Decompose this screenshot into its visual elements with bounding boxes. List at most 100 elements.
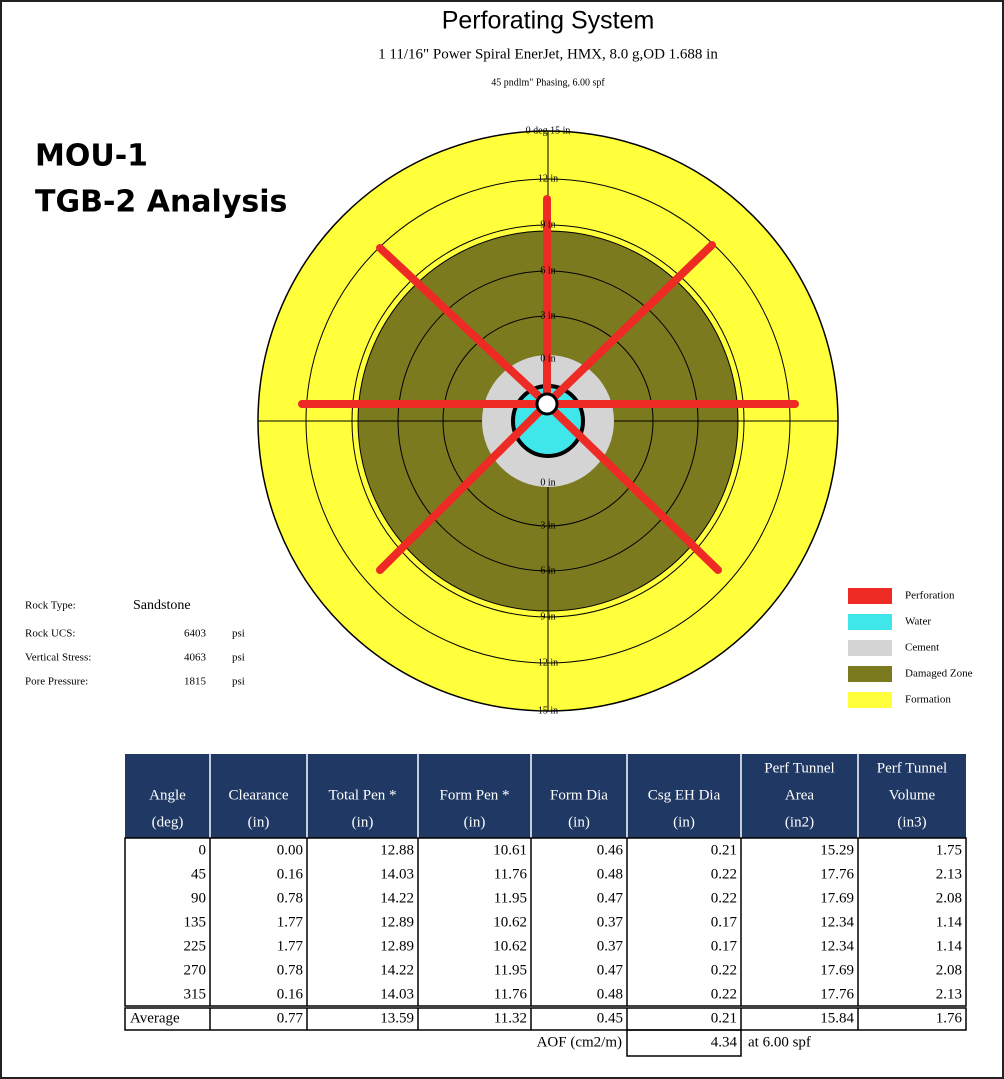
header-text: Form Dia xyxy=(550,787,608,803)
average-row xyxy=(124,1007,967,1031)
cell: 0.16 xyxy=(277,986,304,1002)
cell: 0.22 xyxy=(711,962,737,978)
rock-label: Vertical Stress: xyxy=(25,652,91,664)
header-text: Perf Tunnel xyxy=(877,760,947,776)
cell: 14.03 xyxy=(380,986,414,1002)
aof-label: AOF (cm2/m) xyxy=(537,1034,622,1050)
header-text: (in) xyxy=(352,814,374,830)
perforation xyxy=(376,400,551,574)
aof-value: 4.34 xyxy=(711,1034,738,1050)
cell: 0.37 xyxy=(597,914,624,930)
average-cell: 0.21 xyxy=(711,1010,737,1026)
average-cell: 11.32 xyxy=(494,1010,527,1026)
cell: 0.00 xyxy=(277,842,303,858)
header-text: Volume xyxy=(889,787,936,803)
legend-label: Damaged Zone xyxy=(905,668,973,680)
rock-value: 6403 xyxy=(184,628,207,640)
cell: 315 xyxy=(184,986,207,1002)
legend-swatch xyxy=(848,588,892,604)
rock-label: Rock Type: xyxy=(25,600,76,612)
perforation xyxy=(543,241,716,408)
cell: 17.76 xyxy=(820,866,854,882)
cell: 0.78 xyxy=(277,890,303,906)
cell: 12.89 xyxy=(380,914,414,930)
table-body xyxy=(124,837,967,1007)
cell: 45 xyxy=(191,866,206,882)
cell: 0.17 xyxy=(711,938,738,954)
header-text: Form Pen * xyxy=(439,787,509,803)
cell: 0.46 xyxy=(597,842,624,858)
ring-label: 12 in xyxy=(538,173,558,184)
average-cell: 0.77 xyxy=(277,1010,304,1026)
cell: 2.13 xyxy=(936,866,962,882)
header-text: Total Pen * xyxy=(328,787,396,803)
ring-label: 0 deg 15 in xyxy=(526,125,571,136)
cell: 12.89 xyxy=(380,938,414,954)
aof-box xyxy=(626,1029,742,1057)
cell: 0.48 xyxy=(597,986,623,1002)
average-cell: 0.45 xyxy=(597,1010,623,1026)
cell: 0.22 xyxy=(711,986,737,1002)
header-text: Area xyxy=(785,787,814,803)
cell: 270 xyxy=(184,962,207,978)
perforations xyxy=(298,195,799,574)
cell: 0.22 xyxy=(711,890,737,906)
cell: 0.48 xyxy=(597,866,623,882)
ring-label: 9 in xyxy=(540,219,555,230)
cell: 1.14 xyxy=(936,914,963,930)
header-text: (in3) xyxy=(897,814,926,830)
ring-label: 3 in xyxy=(540,310,555,321)
ring-label: 6 in xyxy=(540,565,555,576)
legend-label: Water xyxy=(905,616,931,628)
cell: 14.22 xyxy=(380,962,414,978)
legend-swatch xyxy=(848,692,892,708)
header-text: Csg EH Dia xyxy=(648,787,721,803)
polar-diagram xyxy=(257,130,839,712)
cell: 17.76 xyxy=(820,986,854,1002)
cell: 0.78 xyxy=(277,962,303,978)
cell: 1.77 xyxy=(277,938,304,954)
cell: 11.76 xyxy=(494,866,528,882)
title: Perforating System xyxy=(442,7,655,35)
cell: 0.47 xyxy=(597,962,624,978)
cell: 1.75 xyxy=(936,842,962,858)
cell: 2.08 xyxy=(936,890,962,906)
cell: 17.69 xyxy=(820,890,854,906)
rock-unit: psi xyxy=(232,652,245,664)
rock-value: 1815 xyxy=(184,676,207,688)
perforation xyxy=(543,400,722,574)
rock-unit: psi xyxy=(232,628,245,640)
cell: 14.22 xyxy=(380,890,414,906)
header-text: Angle xyxy=(149,787,186,803)
cell: 12.34 xyxy=(820,914,854,930)
cell: 0.16 xyxy=(277,866,304,882)
ring-label: 15 in xyxy=(538,705,558,716)
legend-label: Cement xyxy=(905,642,939,654)
rock-value: Sandstone xyxy=(133,598,191,613)
header-text: (in) xyxy=(464,814,486,830)
header-text: Clearance xyxy=(229,787,289,803)
ring-label: 9 in xyxy=(540,611,555,622)
cell: 0.21 xyxy=(711,842,737,858)
ring-label: 6 in xyxy=(540,265,555,276)
legend-swatch xyxy=(848,666,892,682)
cell: 15.29 xyxy=(820,842,854,858)
cell: 2.13 xyxy=(936,986,962,1002)
rock-value: 4063 xyxy=(184,652,207,664)
rock-label: Rock UCS: xyxy=(25,628,75,640)
cell: 10.61 xyxy=(493,842,527,858)
perforation xyxy=(376,244,551,408)
table-header xyxy=(125,754,966,838)
cell: 0.17 xyxy=(711,914,738,930)
cell: 11.76 xyxy=(494,986,528,1002)
cell: 0.37 xyxy=(597,938,624,954)
gun xyxy=(535,392,559,416)
cell: 225 xyxy=(184,938,207,954)
header-text: Perf Tunnel xyxy=(764,760,834,776)
cell: 11.95 xyxy=(494,890,527,906)
cell: 90 xyxy=(191,890,206,906)
cell: 0.47 xyxy=(597,890,624,906)
cell: 17.69 xyxy=(820,962,854,978)
cell: 0.22 xyxy=(711,866,737,882)
